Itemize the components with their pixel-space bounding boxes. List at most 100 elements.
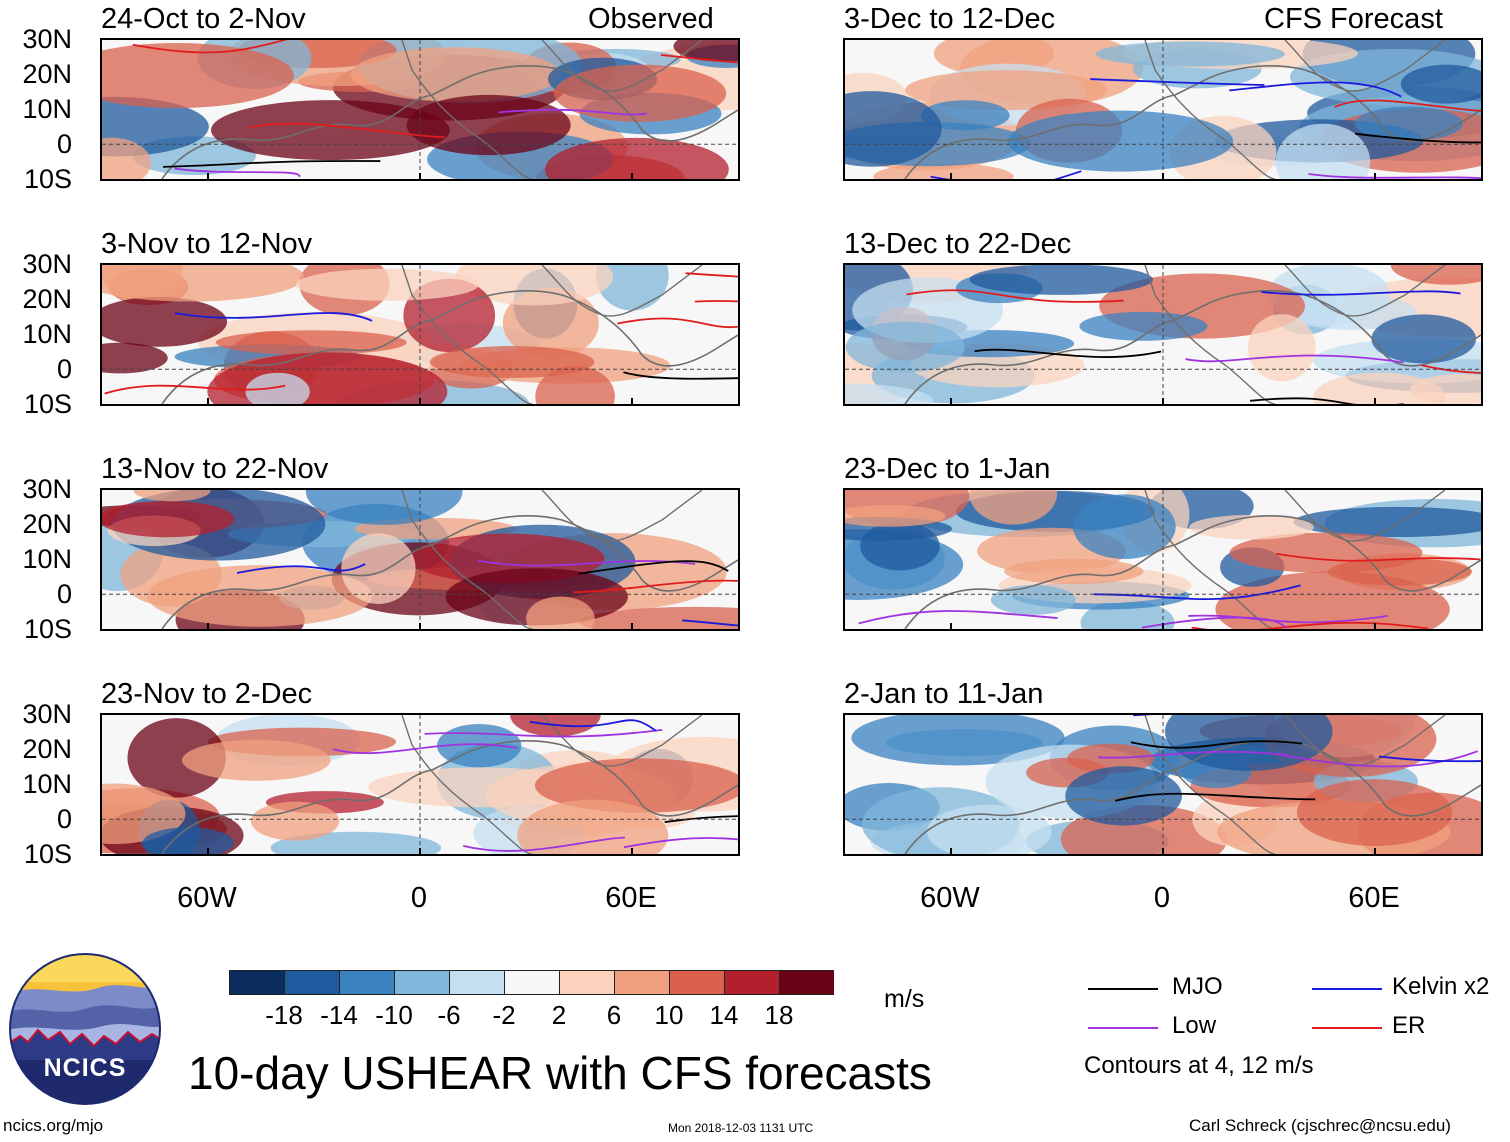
x-tick-label: 0 xyxy=(1153,882,1171,914)
y-tick-label: 30N xyxy=(22,474,72,504)
shear-blob xyxy=(1313,372,1446,404)
shear-blob xyxy=(1189,514,1314,540)
colorbar-swatch xyxy=(394,970,450,995)
panel-title: 13-Nov to 22-Nov xyxy=(101,453,329,485)
kelvin-contour xyxy=(529,719,657,732)
coastline xyxy=(904,65,1481,179)
shear-blob xyxy=(181,739,331,781)
shear-blob xyxy=(553,64,727,122)
y-tick-label: 20N xyxy=(22,284,72,314)
kelvin-contour xyxy=(1261,290,1461,296)
y-tick-label: 10S xyxy=(23,839,72,869)
legend-label-kelvin: Kelvin x2 xyxy=(1392,973,1490,1000)
shear-blob xyxy=(350,47,560,102)
shear-blob xyxy=(1004,558,1144,585)
er-contour xyxy=(132,40,288,54)
shear-blob xyxy=(1095,41,1286,67)
colorbar-swatch xyxy=(724,970,780,995)
kelvin-contour xyxy=(236,563,366,574)
kelvin-contour xyxy=(1093,584,1301,600)
shear-blob xyxy=(102,342,168,374)
mjo-contour xyxy=(974,348,1162,358)
colorbar-tick-label: 10 xyxy=(654,1000,684,1030)
shear-blob xyxy=(1229,532,1423,573)
ncics-logo: NCICS xyxy=(8,952,162,1106)
colorbar-swatch xyxy=(504,970,560,995)
shear-blob xyxy=(1293,506,1481,538)
shear-blob xyxy=(990,584,1076,615)
er-contour xyxy=(1334,99,1481,112)
shear-blob xyxy=(502,287,599,359)
shear-blob xyxy=(127,718,226,798)
mjo-contour xyxy=(1130,740,1303,749)
coastline xyxy=(161,65,738,179)
colorbar-swatches xyxy=(229,970,834,995)
shear-blob xyxy=(526,596,595,629)
shear-blob xyxy=(102,137,151,179)
shear-blob xyxy=(578,606,738,629)
shear-blob xyxy=(1065,766,1182,826)
colorbar-tick-label: -6 xyxy=(437,1000,461,1030)
colorbar-swatch xyxy=(284,970,340,995)
colorbar-tick-label: 6 xyxy=(606,1000,622,1030)
x-tick-label: 0 xyxy=(410,882,428,914)
er-contour xyxy=(617,317,738,329)
low-contour xyxy=(858,610,1058,625)
er-contour xyxy=(694,300,738,303)
low-contour xyxy=(1308,173,1481,179)
y-tick-label: 20N xyxy=(22,59,72,89)
coastline xyxy=(904,290,1481,404)
colorbar-swatch xyxy=(229,970,285,995)
footer-website[interactable]: ncics.org/mjo xyxy=(3,1116,104,1135)
coastline xyxy=(161,740,738,854)
shear-blob xyxy=(455,265,613,306)
low-contour xyxy=(462,836,625,852)
colorbar-swatch xyxy=(339,970,395,995)
y-tick-label: 10S xyxy=(23,389,72,419)
y-tick-label: 30N xyxy=(22,699,72,729)
er-contour xyxy=(1191,621,1429,629)
y-tick-label: 10N xyxy=(22,769,72,799)
shear-blob xyxy=(102,500,235,538)
shear-field xyxy=(845,265,1481,404)
colorbar-tick-label: -18 xyxy=(265,1000,303,1030)
colorbar-swatch xyxy=(669,970,725,995)
low-contour xyxy=(498,108,648,116)
shear-blob xyxy=(845,505,946,527)
x-tick-label: 60W xyxy=(920,882,980,914)
shear-blob xyxy=(133,490,211,502)
y-tick-label: 20N xyxy=(22,509,72,539)
colorbar-swatch xyxy=(449,970,505,995)
colorbar-tick-label: 2 xyxy=(551,1000,567,1030)
kelvin-contour xyxy=(1229,81,1402,98)
er-contour xyxy=(573,579,738,594)
map-plot xyxy=(843,263,1483,406)
shear-blob xyxy=(1354,106,1463,141)
shear-blob xyxy=(102,296,228,347)
coastline xyxy=(904,515,1481,629)
coastline xyxy=(401,265,703,404)
coastline xyxy=(1144,40,1446,179)
low-contour xyxy=(1098,750,1289,759)
shear-blob xyxy=(210,100,450,161)
coastline xyxy=(161,290,738,404)
shear-blob xyxy=(102,265,305,302)
er-contour xyxy=(104,384,286,395)
colorbar-tick-label: -10 xyxy=(375,1000,413,1030)
shear-field xyxy=(102,265,738,404)
low-contour xyxy=(424,729,663,738)
panel-title: 3-Dec to 12-Dec xyxy=(844,3,1056,35)
kelvin-contour xyxy=(1090,78,1265,86)
map-plot xyxy=(100,263,740,406)
map-plot xyxy=(843,38,1483,181)
logo-text: NCICS xyxy=(43,1054,127,1082)
shear-field xyxy=(102,40,738,179)
x-tick-label: 60E xyxy=(1348,882,1400,914)
shear-blob xyxy=(1247,314,1316,382)
y-tick-label: 10N xyxy=(22,544,72,574)
map-plot xyxy=(100,38,740,181)
panel-title: 23-Dec to 1-Jan xyxy=(844,453,1051,485)
shear-field xyxy=(845,40,1481,179)
coastline xyxy=(161,515,738,629)
coastline xyxy=(904,740,1481,854)
